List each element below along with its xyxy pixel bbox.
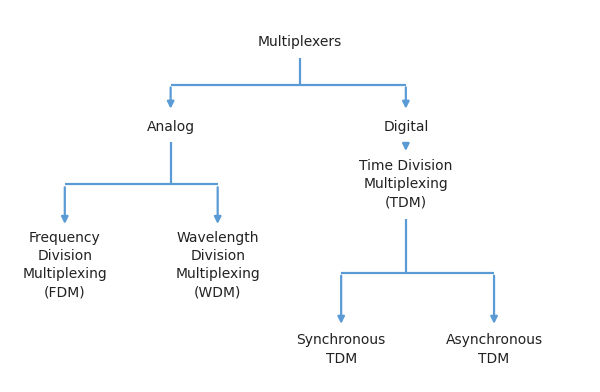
Text: Multiplexers: Multiplexers: [258, 35, 342, 49]
Text: Asynchronous
TDM: Asynchronous TDM: [445, 334, 542, 366]
Text: Wavelength
Division
Multiplexing
(WDM): Wavelength Division Multiplexing (WDM): [175, 230, 260, 300]
Text: Digital: Digital: [383, 120, 428, 134]
Text: Time Division
Multiplexing
(TDM): Time Division Multiplexing (TDM): [359, 159, 452, 210]
Text: Frequency
Division
Multiplexing
(FDM): Frequency Division Multiplexing (FDM): [22, 230, 107, 300]
Text: Analog: Analog: [146, 120, 195, 134]
Text: Synchronous
TDM: Synchronous TDM: [296, 334, 386, 366]
